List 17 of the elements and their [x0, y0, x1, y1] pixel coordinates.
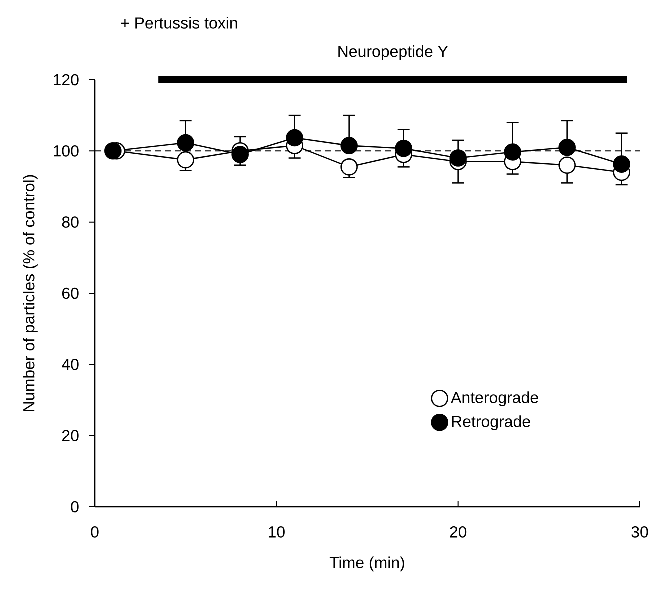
y-tick-label: 80: [62, 216, 79, 228]
y-tick-label: 100: [54, 146, 79, 157]
annotation: Neuropeptide Y: [338, 46, 448, 60]
y-tick-label: 0: [71, 501, 79, 513]
x-tick-label: 10: [268, 526, 285, 538]
chart-title: + Pertussis toxin: [121, 17, 238, 29]
y-tick-label: 40: [62, 358, 79, 370]
x-tick-label: 20: [450, 526, 467, 538]
legend-label: Retrograde: [452, 416, 530, 431]
legend-label: Anterograde: [451, 392, 538, 407]
y-tick-label: 120: [54, 74, 79, 86]
y-tick-label: 60: [62, 288, 79, 300]
x-tick-label: 0: [91, 526, 99, 538]
y-axis-title: Number of particles (% of control): [23, 175, 38, 412]
x-tick-label: 30: [632, 526, 648, 538]
y-tick-label: 20: [62, 430, 79, 442]
x-axis-title: Time (min): [330, 556, 404, 572]
